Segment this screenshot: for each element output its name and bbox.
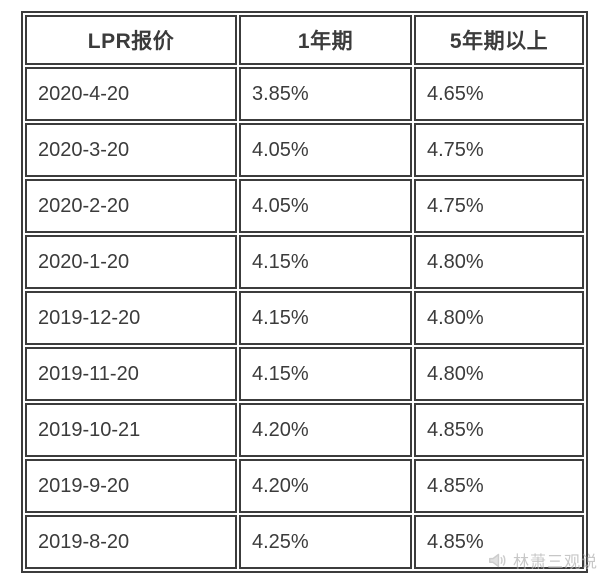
rate-5y-cell: 4.75% — [414, 179, 584, 233]
table-row: 2020-3-20 4.05% 4.75% — [25, 123, 584, 177]
table-row: 2019-10-21 4.20% 4.85% — [25, 403, 584, 457]
table-row: 2020-1-20 4.15% 4.80% — [25, 235, 584, 289]
date-cell: 2020-4-20 — [25, 67, 237, 121]
rate-1y-cell: 4.20% — [239, 459, 412, 513]
date-cell: 2019-12-20 — [25, 291, 237, 345]
date-cell: 2019-11-20 — [25, 347, 237, 401]
rate-1y-cell: 4.05% — [239, 179, 412, 233]
column-header-lpr-quote: LPR报价 — [25, 15, 237, 65]
date-cell: 2020-3-20 — [25, 123, 237, 177]
table-row: 2020-4-20 3.85% 4.65% — [25, 67, 584, 121]
table-row: 2020-2-20 4.05% 4.75% — [25, 179, 584, 233]
rate-5y-cell: 4.80% — [414, 291, 584, 345]
table-row: 2019-9-20 4.20% 4.85% — [25, 459, 584, 513]
rate-5y-cell: 4.65% — [414, 67, 584, 121]
date-cell: 2019-9-20 — [25, 459, 237, 513]
table-row: 2019-12-20 4.15% 4.80% — [25, 291, 584, 345]
table-row: 2019-11-20 4.15% 4.80% — [25, 347, 584, 401]
rate-5y-cell: 4.80% — [414, 235, 584, 289]
rate-5y-cell: 4.85% — [414, 459, 584, 513]
column-header-5-year-plus: 5年期以上 — [414, 15, 584, 65]
lpr-rate-table: LPR报价 1年期 5年期以上 2020-4-20 3.85% 4.65% 20… — [21, 11, 588, 573]
rate-1y-cell: 4.20% — [239, 403, 412, 457]
rate-5y-cell: 4.75% — [414, 123, 584, 177]
rate-5y-cell: 4.85% — [414, 403, 584, 457]
column-header-1-year: 1年期 — [239, 15, 412, 65]
table-row: 2019-8-20 4.25% 4.85% — [25, 515, 584, 569]
rate-1y-cell: 4.15% — [239, 347, 412, 401]
rate-1y-cell: 3.85% — [239, 67, 412, 121]
table-header-row: LPR报价 1年期 5年期以上 — [25, 15, 584, 65]
rate-5y-cell: 4.80% — [414, 347, 584, 401]
date-cell: 2019-8-20 — [25, 515, 237, 569]
date-cell: 2020-1-20 — [25, 235, 237, 289]
date-cell: 2020-2-20 — [25, 179, 237, 233]
date-cell: 2019-10-21 — [25, 403, 237, 457]
rate-1y-cell: 4.25% — [239, 515, 412, 569]
rate-5y-cell: 4.85% — [414, 515, 584, 569]
rate-1y-cell: 4.15% — [239, 291, 412, 345]
rate-1y-cell: 4.05% — [239, 123, 412, 177]
rate-1y-cell: 4.15% — [239, 235, 412, 289]
